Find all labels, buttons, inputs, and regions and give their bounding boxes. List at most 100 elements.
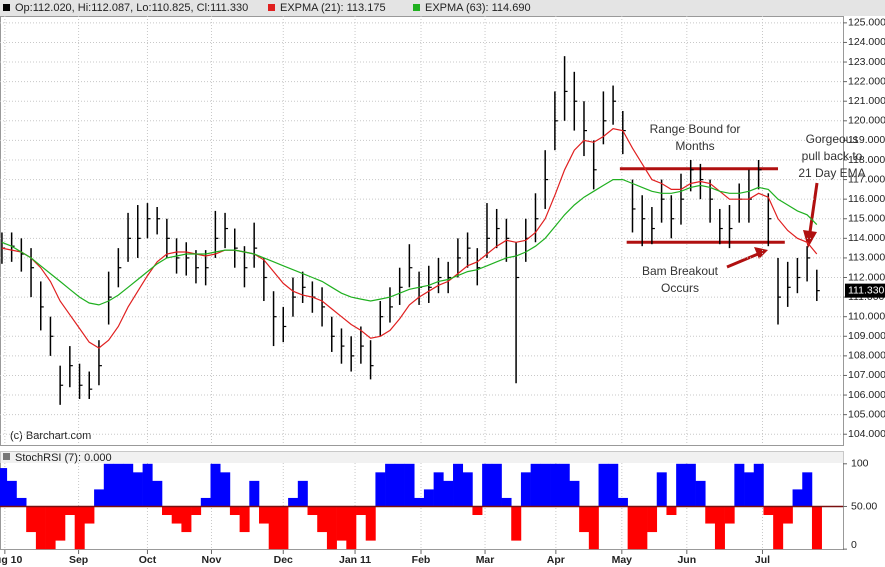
quote-marker — [3, 4, 10, 11]
stoch-bar — [763, 506, 774, 516]
stoch-bar — [365, 506, 376, 541]
stoch-bar — [423, 489, 434, 507]
stoch-bar — [142, 463, 153, 507]
stoch-bar — [705, 506, 716, 524]
x-tick-label: Apr — [547, 554, 565, 566]
x-tick-label: Jan 11 — [339, 554, 371, 566]
y-tick-label: 104.000 — [848, 428, 885, 440]
y-tick-label: 107.000 — [848, 369, 885, 381]
x-tick-label: Oct — [139, 554, 157, 566]
stoch-bar — [356, 506, 367, 516]
stoch-bar — [336, 506, 347, 541]
y-tick-label: 110.000 — [848, 310, 885, 322]
stoch-bar — [74, 506, 85, 550]
stoch-bar — [695, 480, 706, 507]
last-price-label: 111.330 — [848, 284, 885, 296]
stoch-bar — [268, 506, 279, 550]
y-tick-label: 113.000 — [848, 252, 885, 264]
last-price-box — [845, 283, 885, 298]
stoch-bar — [472, 506, 483, 516]
x-tick-label: Dec — [274, 554, 293, 566]
stoch-bar — [627, 506, 638, 550]
copyright: (c) Barchart.com — [10, 430, 91, 442]
stoch-bar — [676, 463, 687, 507]
stoch-bar — [637, 506, 648, 550]
x-tick-label: Jul — [755, 554, 770, 566]
annotation: Occurs — [661, 281, 699, 295]
stoch-bar — [229, 506, 240, 516]
price-frame — [0, 16, 844, 446]
y-tick-label: 123.000 — [848, 56, 885, 68]
stoch-bar — [162, 506, 173, 516]
stoch-bar — [113, 463, 124, 507]
stoch-bar — [782, 506, 793, 524]
annotation: 21 Day EMA — [798, 166, 865, 180]
stoch-title-bar — [0, 451, 844, 463]
stoch-bar — [559, 463, 570, 507]
stoch-bar — [734, 463, 745, 507]
stoch-bar — [540, 463, 551, 507]
y-tick-label: 118.000 — [848, 154, 885, 166]
annotation: Range Bound for — [650, 122, 741, 136]
stoch-bar — [404, 463, 415, 507]
stoch-bar — [792, 489, 803, 507]
y-tick-label: 120.000 — [848, 115, 885, 127]
stoch-bar — [55, 506, 66, 541]
annotation: Bam Breakout — [642, 264, 719, 278]
stoch-bar — [171, 506, 182, 524]
stoch-bar — [666, 506, 677, 516]
stoch-bar — [608, 463, 619, 507]
stoch-marker — [3, 453, 10, 460]
stoch-bar — [617, 497, 628, 507]
x-tick-label: Sep — [69, 554, 88, 566]
stoch-bar — [443, 480, 454, 507]
y-tick-label: 105.000 — [848, 408, 885, 420]
stoch-bar — [181, 506, 192, 533]
stoch-bar — [84, 506, 95, 524]
stoch-bar — [210, 463, 221, 507]
stoch-bar — [94, 489, 105, 507]
legend-label: EXPMA (63): 114.690 — [425, 2, 531, 14]
legend-label: EXPMA (21): 113.175 — [280, 2, 386, 14]
stoch-bar — [288, 497, 299, 507]
y-tick-label: 0 — [851, 539, 857, 551]
stoch-bar — [656, 472, 667, 507]
stoch-bar — [26, 506, 37, 533]
stoch-bar — [569, 480, 580, 507]
stoch-bar — [598, 463, 609, 507]
stoch-bar — [307, 506, 318, 516]
arrows — [726, 182, 819, 269]
x-tick-label: Mar — [476, 554, 495, 566]
stoch-bar — [45, 506, 56, 550]
stoch-bar — [375, 472, 386, 507]
stoch-bar — [579, 506, 590, 533]
stoch-bar — [550, 463, 561, 507]
stoch-bar — [647, 506, 658, 533]
arrow-breakout — [726, 252, 759, 269]
stoch-bar — [685, 463, 696, 507]
arrow-pullback — [808, 182, 819, 233]
y-tick-label: 100 — [851, 458, 869, 470]
stoch-bar — [462, 472, 473, 507]
y-tick-label: 119.000 — [848, 134, 885, 146]
stoch-bar — [433, 472, 444, 507]
stoch-bar — [773, 506, 784, 550]
stoch-bar — [35, 506, 46, 550]
y-tick-label: 115.000 — [848, 213, 885, 225]
x-tick-label: Feb — [412, 554, 431, 566]
y-tick-label: 112.000 — [848, 271, 885, 283]
annotation: Gorgeous — [806, 132, 859, 146]
stoch-bar — [200, 497, 211, 507]
stoch-bar — [326, 506, 337, 550]
stoch-bar — [297, 480, 308, 507]
stoch-bar — [802, 472, 813, 507]
y-tick-label: 114.000 — [848, 232, 885, 244]
annotation: Months — [675, 139, 714, 153]
stoch-title: StochRSI (7): 0.000 — [15, 452, 112, 464]
stoch-bar — [588, 506, 599, 550]
x-tick-label: Nov — [202, 554, 222, 566]
y-tick-label: 108.000 — [848, 350, 885, 362]
x-tick-label: May — [612, 554, 633, 566]
stoch-bar — [259, 506, 270, 524]
